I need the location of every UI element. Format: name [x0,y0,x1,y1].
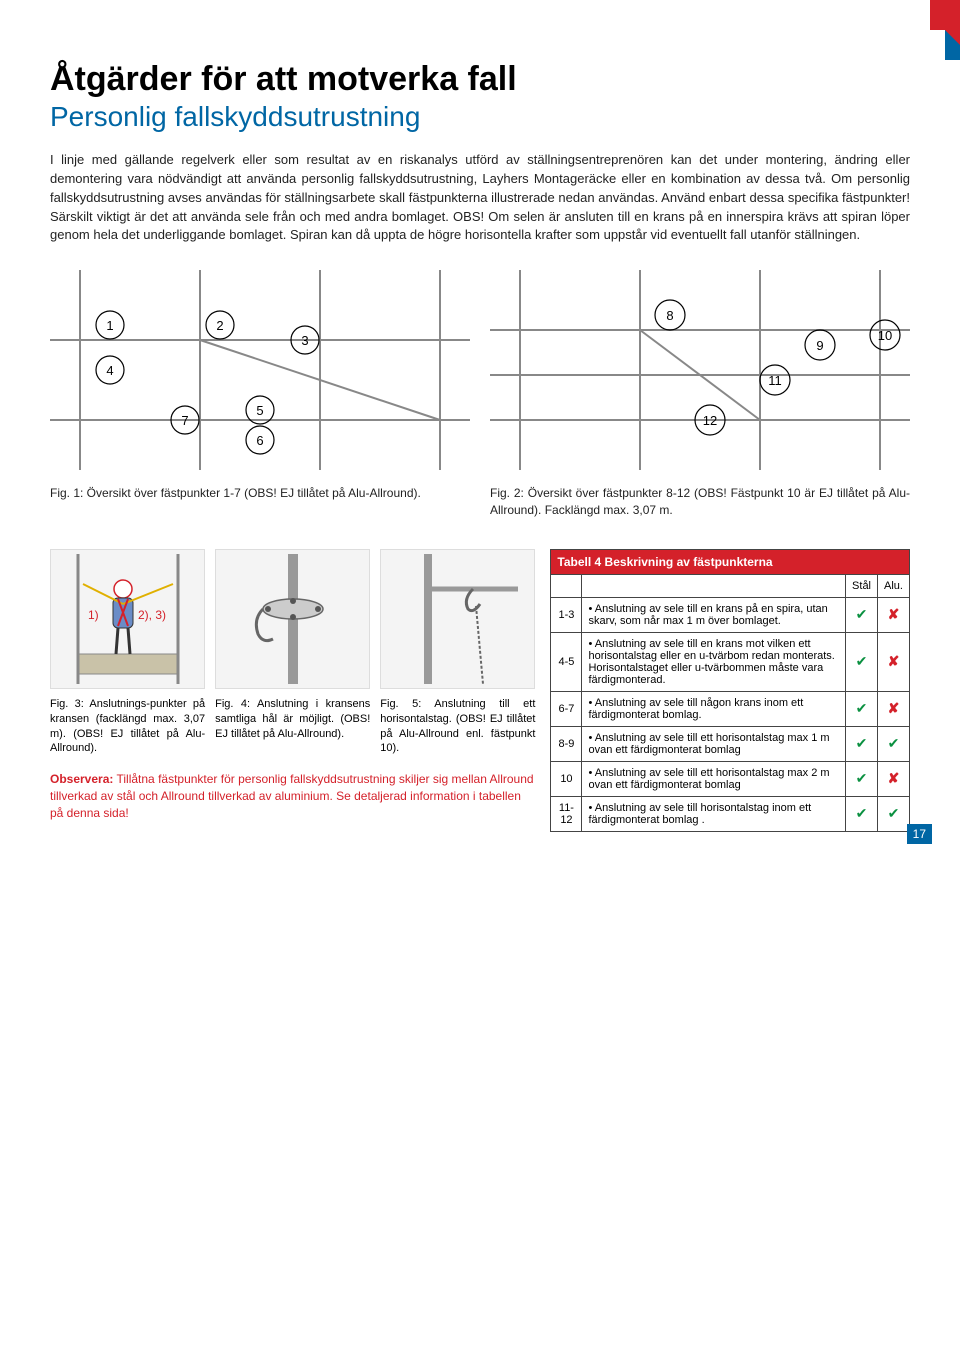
page-subtitle: Personlig fallskyddsutrustning [50,101,910,133]
body-paragraph: I linje med gällande regelverk eller som… [50,151,910,245]
check-steel: ✔ [846,796,878,831]
page-title: Åtgärder för att motverka fall [50,60,910,99]
fig2-label-9: 9 [816,338,823,353]
caption-fig1: Fig. 1: Översikt över fästpunkter 1-7 (O… [50,485,470,519]
fig1-label-4: 4 [106,363,113,378]
row-id: 4-5 [551,632,582,691]
fig1-label-6: 6 [256,433,263,448]
fig2-label-11: 11 [768,373,782,388]
corner-mark-icon [930,0,960,60]
row-desc: Anslutning av sele till någon krans inom… [582,691,846,726]
check-steel: ✔ [846,761,878,796]
fig2-label-8: 8 [666,308,673,323]
row-desc: Anslutning av sele till ett horisontalst… [582,761,846,796]
table-row: 4-5Anslutning av sele till en krans mot … [551,632,910,691]
caption-fig3: Fig. 3: Anslutnings-punkter på kransen (… [50,697,205,756]
check-alu: ✘ [878,597,910,632]
figure-3: 1) 2), 3) Fig. 3: Anslutnings-punkter på… [50,549,205,756]
caption-fig4: Fig. 4: Anslutning i kransens samtliga h… [215,697,370,742]
check-alu: ✔ [878,726,910,761]
check-alu: ✔ [878,796,910,831]
check-alu: ✘ [878,691,910,726]
check-steel: ✔ [846,597,878,632]
table-row: 6-7Anslutning av sele till någon krans i… [551,691,910,726]
row-desc: Anslutning av sele till ett horisontalst… [582,726,846,761]
table-row: 11-12Anslutning av sele till horisontals… [551,796,910,831]
table-row: 1-3Anslutning av sele till en krans på e… [551,597,910,632]
fig2-label-12: 12 [703,413,717,428]
caption-fig2: Fig. 2: Översikt över fästpunkter 8-12 (… [490,485,910,519]
figure-4: Fig. 4: Anslutning i kransens samtliga h… [215,549,370,756]
table-4: Tabell 4 Beskrivning av fästpunkterna St… [550,549,910,832]
row-desc: Anslutning av sele till en krans mot vil… [582,632,846,691]
fig3-label-1: 1) [88,608,99,622]
row-id: 6-7 [551,691,582,726]
fig1-label-3: 3 [301,333,308,348]
fig3-label-23: 2), 3) [138,608,166,622]
check-alu: ✘ [878,761,910,796]
row-id: 10 [551,761,582,796]
row-desc: Anslutning av sele till horisontalstag i… [582,796,846,831]
table-title: Tabell 4 Beskrivning av fästpunkterna [551,549,910,574]
fig1-label-2: 2 [216,318,223,333]
fig1-label-1: 1 [106,318,113,333]
table-row: 10Anslutning av sele till ett horisontal… [551,761,910,796]
fig1-label-5: 5 [256,403,263,418]
fig2-label-10: 10 [878,328,892,343]
page-number: 17 [907,824,932,844]
figure-5: Fig. 5: Anslutning till ett horisontalst… [380,549,535,756]
row-desc: Anslutning av sele till en krans på en s… [582,597,846,632]
check-steel: ✔ [846,726,878,761]
check-alu: ✘ [878,632,910,691]
figure-2: 8 9 10 11 12 [490,270,910,470]
check-steel: ✔ [846,691,878,726]
col-alu: Alu. [878,574,910,597]
check-steel: ✔ [846,632,878,691]
fig1-label-7: 7 [181,413,188,428]
figure-1: 1 2 3 4 5 6 7 [50,270,470,470]
observe-text: Observera: Tillåtna fästpunkter för pers… [50,771,535,821]
caption-fig5: Fig. 5: Anslutning till ett horisontalst… [380,697,535,756]
col-steel: Stål [846,574,878,597]
row-id: 11-12 [551,796,582,831]
row-id: 8-9 [551,726,582,761]
row-id: 1-3 [551,597,582,632]
table-row: 8-9Anslutning av sele till ett horisonta… [551,726,910,761]
